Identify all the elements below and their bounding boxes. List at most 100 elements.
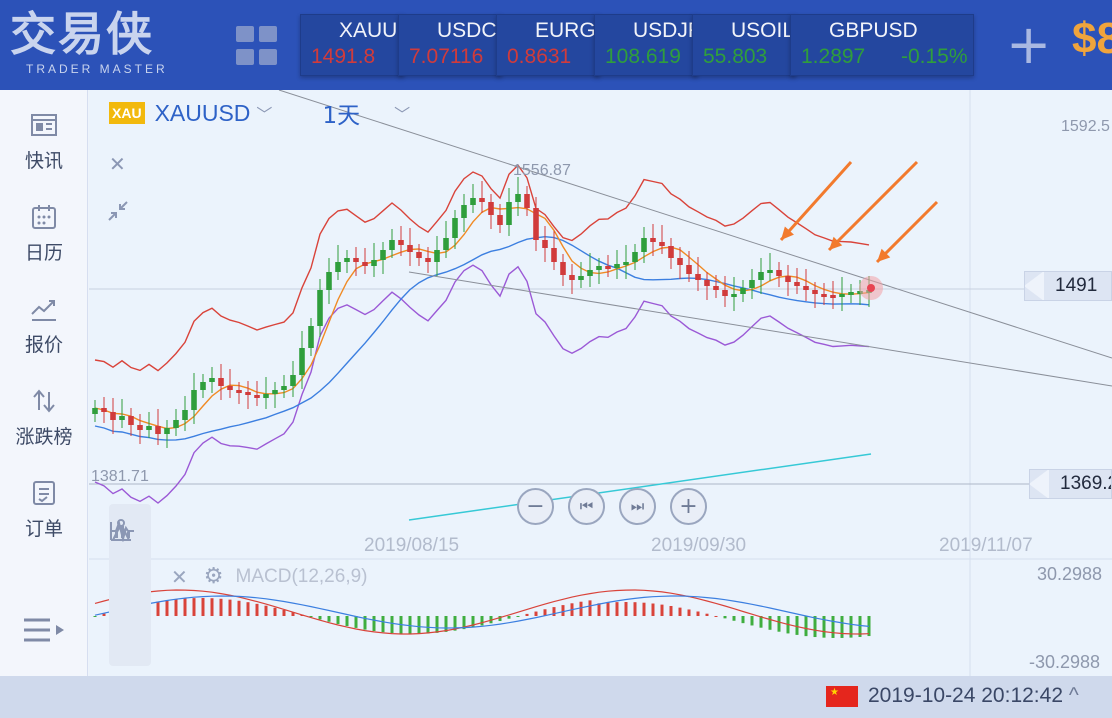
candle: [605, 266, 611, 269]
symbol-selector[interactable]: XAU XAUUSD ﹀ 1天 ﹀: [109, 98, 411, 129]
trendline-cyan: [408, 453, 872, 521]
price-chart[interactable]: XAU XAUUSD ﹀ 1天 ﹀ ✕ 1556.87 1381.71 1592…: [89, 90, 1112, 676]
timeframe-selector[interactable]: 1天: [322, 103, 361, 129]
gear-icon[interactable]: ⚙: [203, 564, 224, 589]
macd-histogram-bar: [624, 602, 628, 616]
chevron-down-icon[interactable]: ﹀: [394, 105, 411, 124]
macd-histogram-bar: [813, 616, 817, 638]
collapse-icon[interactable]: [107, 200, 129, 222]
sidebar-item-calendar[interactable]: 日历: [0, 204, 88, 265]
macd-histogram-bar: [750, 616, 754, 626]
ticker-usoil[interactable]: USOIL 55.803: [692, 14, 796, 76]
macd-histogram-bar: [183, 598, 187, 616]
macd-histogram-bar: [246, 602, 250, 616]
candle: [443, 238, 449, 250]
macd-dea-line: [94, 595, 870, 629]
macd-histogram-bar: [336, 616, 340, 624]
sidebar-item-orders[interactable]: 订单: [0, 480, 88, 541]
macd-histogram-bar: [858, 616, 862, 637]
macd-histogram-bar: [435, 616, 439, 633]
zoom-in-button[interactable]: +: [670, 488, 707, 525]
ticker-eurgbp[interactable]: EURG 0.8631: [496, 14, 600, 76]
draw-tool-icon[interactable]: [109, 519, 151, 612]
sidebar-item-news[interactable]: 快讯: [0, 112, 88, 173]
upper-band-line: [94, 164, 870, 372]
macd-histogram-bar: [741, 616, 745, 624]
ticker-change: -0.15%: [901, 45, 968, 68]
symbol-badge: XAU: [109, 102, 145, 124]
balance-display[interactable]: $8: [1072, 14, 1112, 63]
add-icon[interactable]: +: [1006, 13, 1052, 76]
ticker-xauusd[interactable]: XAUU 1491.8: [300, 14, 404, 76]
candle: [353, 258, 359, 262]
candle: [416, 252, 422, 258]
candle: [497, 215, 503, 225]
datetime-text: 2019-10-24 20:12:42: [868, 684, 1063, 707]
chevron-down-icon[interactable]: ﹀: [256, 105, 273, 124]
ticker-price: 7.07116: [409, 45, 484, 68]
candle: [506, 202, 512, 225]
candle: [362, 262, 368, 266]
ticker-gbpusd[interactable]: GBPUSD 1.2897 -0.15%: [790, 14, 974, 76]
candle: [578, 276, 584, 280]
macd-histogram-bar: [777, 616, 781, 632]
close-indicator-icon[interactable]: ✕: [171, 564, 188, 589]
candle: [560, 262, 566, 275]
macd-dif-line: [94, 589, 870, 635]
annotation-arrowhead: [877, 248, 891, 262]
candle: [434, 250, 440, 262]
close-icon[interactable]: ✕: [109, 152, 126, 176]
ticker-price: 1491.8: [311, 45, 376, 68]
waveform-icon[interactable]: [109, 520, 151, 666]
low-price-label: 1381.71: [91, 468, 149, 485]
axis-top-label: 1592.5: [1061, 118, 1110, 135]
candle: [263, 394, 269, 398]
macd-histogram-bar: [237, 600, 241, 616]
candle: [227, 386, 233, 390]
caret-up-icon[interactable]: ^: [1068, 684, 1079, 707]
macd-histogram-bar: [291, 612, 295, 616]
annotation-arrowhead: [781, 226, 794, 240]
zoom-out-button[interactable]: −: [517, 488, 554, 525]
annotation-arrow: [827, 160, 919, 252]
ticker-symbol: USOIL: [731, 19, 795, 42]
macd-histogram-bar: [588, 600, 592, 616]
candle: [299, 348, 305, 375]
top-bar: 交易侠 TRADER MASTER XAUU 1491.8 USDC 7.071…: [0, 0, 1112, 90]
sidebar-item-ranking[interactable]: 涨跌榜: [0, 388, 88, 449]
macd-histogram-bar: [543, 609, 547, 616]
chart-canvas[interactable]: [89, 90, 1112, 676]
candle: [731, 294, 737, 297]
candle: [317, 290, 323, 326]
candle: [650, 238, 656, 242]
symbol-name[interactable]: XAUUSD: [154, 99, 251, 126]
menu-icon[interactable]: [22, 610, 68, 650]
next-button[interactable]: ⏭: [619, 488, 656, 525]
macd-histogram-bar: [696, 611, 700, 616]
ticker-symbol: GBPUSD: [829, 19, 918, 42]
candle: [380, 250, 386, 260]
candle: [479, 198, 485, 202]
prev-button[interactable]: ⏮: [568, 488, 605, 525]
sidebar-item-quotes[interactable]: 报价: [0, 296, 88, 357]
candle: [452, 218, 458, 238]
macd-histogram-bar: [93, 616, 97, 617]
macd-axis-bottom: -30.2988: [1029, 652, 1101, 672]
macd-histogram-bar: [525, 613, 529, 616]
ticker-usdcnh[interactable]: USDC 7.07116: [398, 14, 502, 76]
candle: [470, 198, 476, 205]
apps-grid-icon[interactable]: [236, 26, 280, 66]
ticker-usdjpy[interactable]: USDJF 108.619: [594, 14, 698, 76]
candle: [308, 326, 314, 348]
macd-histogram-bar: [462, 616, 466, 630]
moving-average-line: [94, 235, 870, 441]
candle: [164, 428, 170, 434]
candle: [389, 240, 395, 250]
macd-histogram-bar: [201, 598, 205, 616]
candle: [677, 258, 683, 265]
candle: [704, 280, 710, 286]
macd-histogram-bar: [390, 616, 394, 634]
candle: [803, 286, 809, 290]
macd-histogram-bar: [552, 607, 556, 616]
macd-header: ✕ ⚙ MACD(12,26,9): [171, 564, 368, 589]
